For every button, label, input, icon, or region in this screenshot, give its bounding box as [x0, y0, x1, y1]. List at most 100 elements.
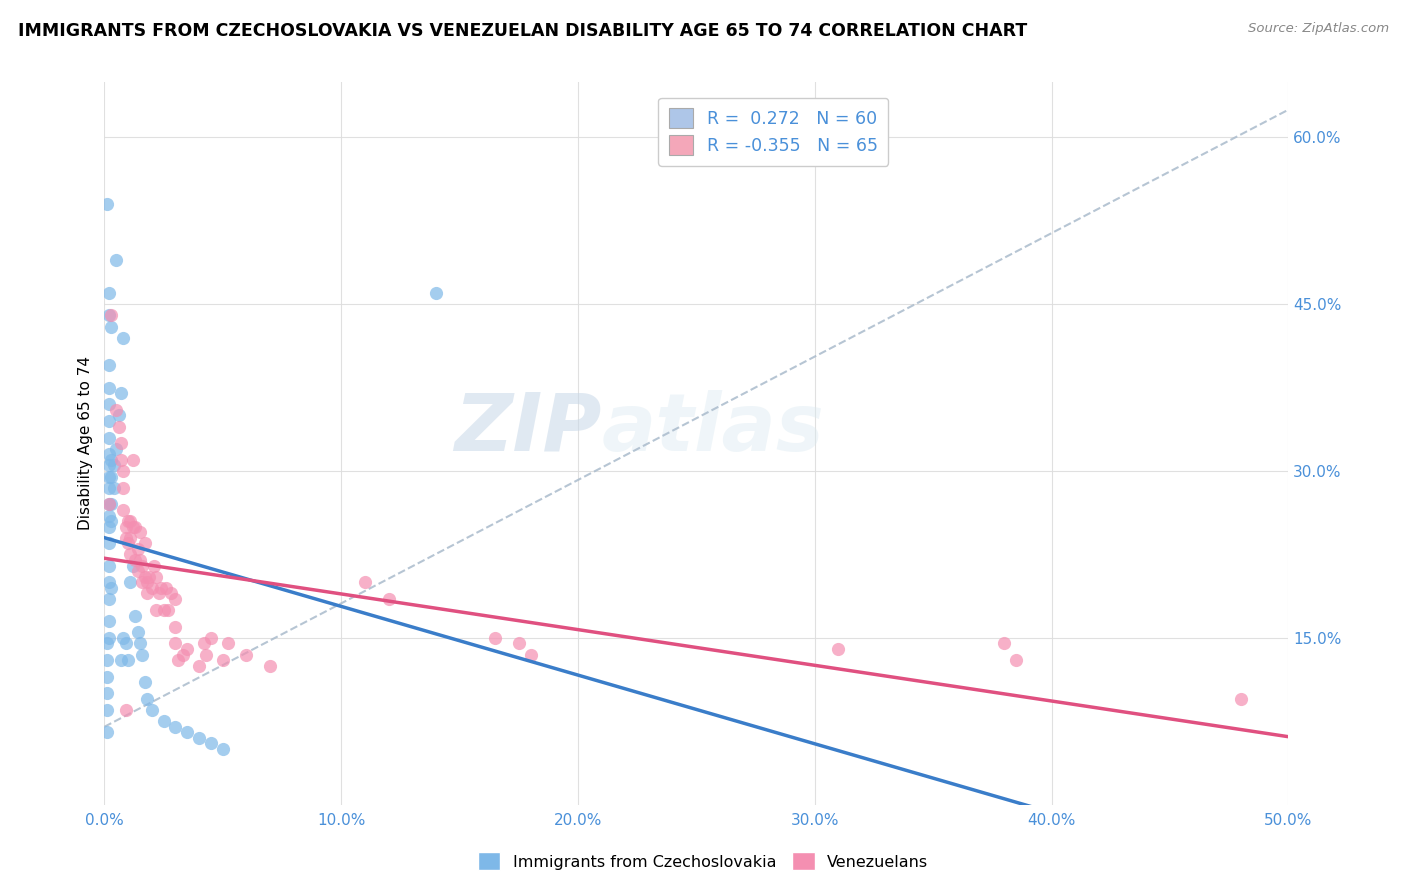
Point: [120, 514, 142, 528]
Point: [176, 642, 198, 657]
Point: [827, 642, 849, 657]
Point: [155, 581, 177, 595]
Point: [100, 319, 122, 334]
Point: [112, 464, 135, 478]
Point: [141, 581, 163, 595]
Point: [98, 286, 121, 301]
Point: [98, 536, 121, 550]
Point: [138, 569, 160, 583]
Point: [143, 558, 166, 573]
Point: [110, 653, 132, 667]
Point: [124, 608, 146, 623]
Point: [98, 309, 121, 323]
Point: [96, 725, 118, 739]
Point: [98, 591, 121, 606]
Point: [188, 731, 211, 745]
Point: [96, 636, 118, 650]
Point: [193, 636, 215, 650]
Point: [166, 653, 188, 667]
Point: [176, 725, 198, 739]
Point: [98, 414, 121, 428]
Point: [110, 386, 132, 401]
Point: [120, 548, 142, 562]
Point: [112, 331, 135, 345]
Point: [136, 692, 159, 706]
Point: [105, 403, 128, 417]
Point: [96, 670, 118, 684]
Point: [112, 503, 135, 517]
Point: [152, 603, 174, 617]
Point: [127, 564, 149, 578]
Point: [141, 703, 163, 717]
Point: [259, 658, 281, 673]
Point: [121, 558, 143, 573]
Point: [98, 575, 121, 590]
Point: [114, 703, 136, 717]
Point: [110, 436, 132, 450]
Point: [131, 575, 153, 590]
Point: [98, 458, 121, 473]
Point: [188, 658, 211, 673]
Point: [145, 569, 167, 583]
Legend: R =  0.272   N = 60, R = -0.355   N = 65: R = 0.272 N = 60, R = -0.355 N = 65: [658, 98, 889, 166]
Text: Source: ZipAtlas.com: Source: ZipAtlas.com: [1249, 22, 1389, 36]
Text: atlas: atlas: [602, 390, 824, 467]
Point: [157, 603, 180, 617]
Point: [508, 636, 530, 650]
Point: [165, 720, 187, 734]
Point: [150, 581, 173, 595]
Point: [200, 631, 222, 645]
Point: [1230, 692, 1253, 706]
Point: [165, 591, 187, 606]
Point: [159, 586, 181, 600]
Point: [148, 586, 170, 600]
Point: [117, 653, 139, 667]
Point: [993, 636, 1015, 650]
Point: [98, 381, 121, 395]
Point: [519, 648, 541, 662]
Point: [100, 309, 122, 323]
Point: [120, 531, 142, 545]
Point: [98, 631, 121, 645]
Point: [200, 736, 222, 750]
Point: [96, 686, 118, 700]
Point: [484, 631, 506, 645]
Point: [98, 508, 121, 523]
Point: [107, 409, 129, 423]
Point: [124, 553, 146, 567]
Point: [112, 631, 135, 645]
Point: [136, 575, 159, 590]
Point: [145, 603, 167, 617]
Text: ZIP: ZIP: [454, 390, 602, 467]
Point: [124, 519, 146, 533]
Point: [165, 636, 187, 650]
Point: [217, 636, 239, 650]
Point: [100, 453, 122, 467]
Point: [103, 481, 125, 495]
Point: [114, 531, 136, 545]
Point: [120, 575, 142, 590]
Point: [96, 197, 118, 211]
Point: [134, 675, 156, 690]
Point: [114, 519, 136, 533]
Point: [98, 447, 121, 461]
Legend: Immigrants from Czechoslovakia, Venezuelans: Immigrants from Czechoslovakia, Venezuel…: [471, 846, 935, 877]
Point: [425, 286, 447, 301]
Point: [131, 648, 153, 662]
Point: [98, 397, 121, 411]
Point: [195, 648, 218, 662]
Point: [117, 536, 139, 550]
Point: [211, 742, 233, 756]
Point: [100, 581, 122, 595]
Point: [98, 558, 121, 573]
Point: [152, 714, 174, 729]
Point: [98, 497, 121, 511]
Point: [134, 569, 156, 583]
Point: [117, 514, 139, 528]
Point: [134, 536, 156, 550]
Point: [98, 431, 121, 445]
Y-axis label: Disability Age 65 to 74: Disability Age 65 to 74: [79, 356, 93, 530]
Point: [129, 553, 152, 567]
Point: [98, 481, 121, 495]
Point: [100, 469, 122, 483]
